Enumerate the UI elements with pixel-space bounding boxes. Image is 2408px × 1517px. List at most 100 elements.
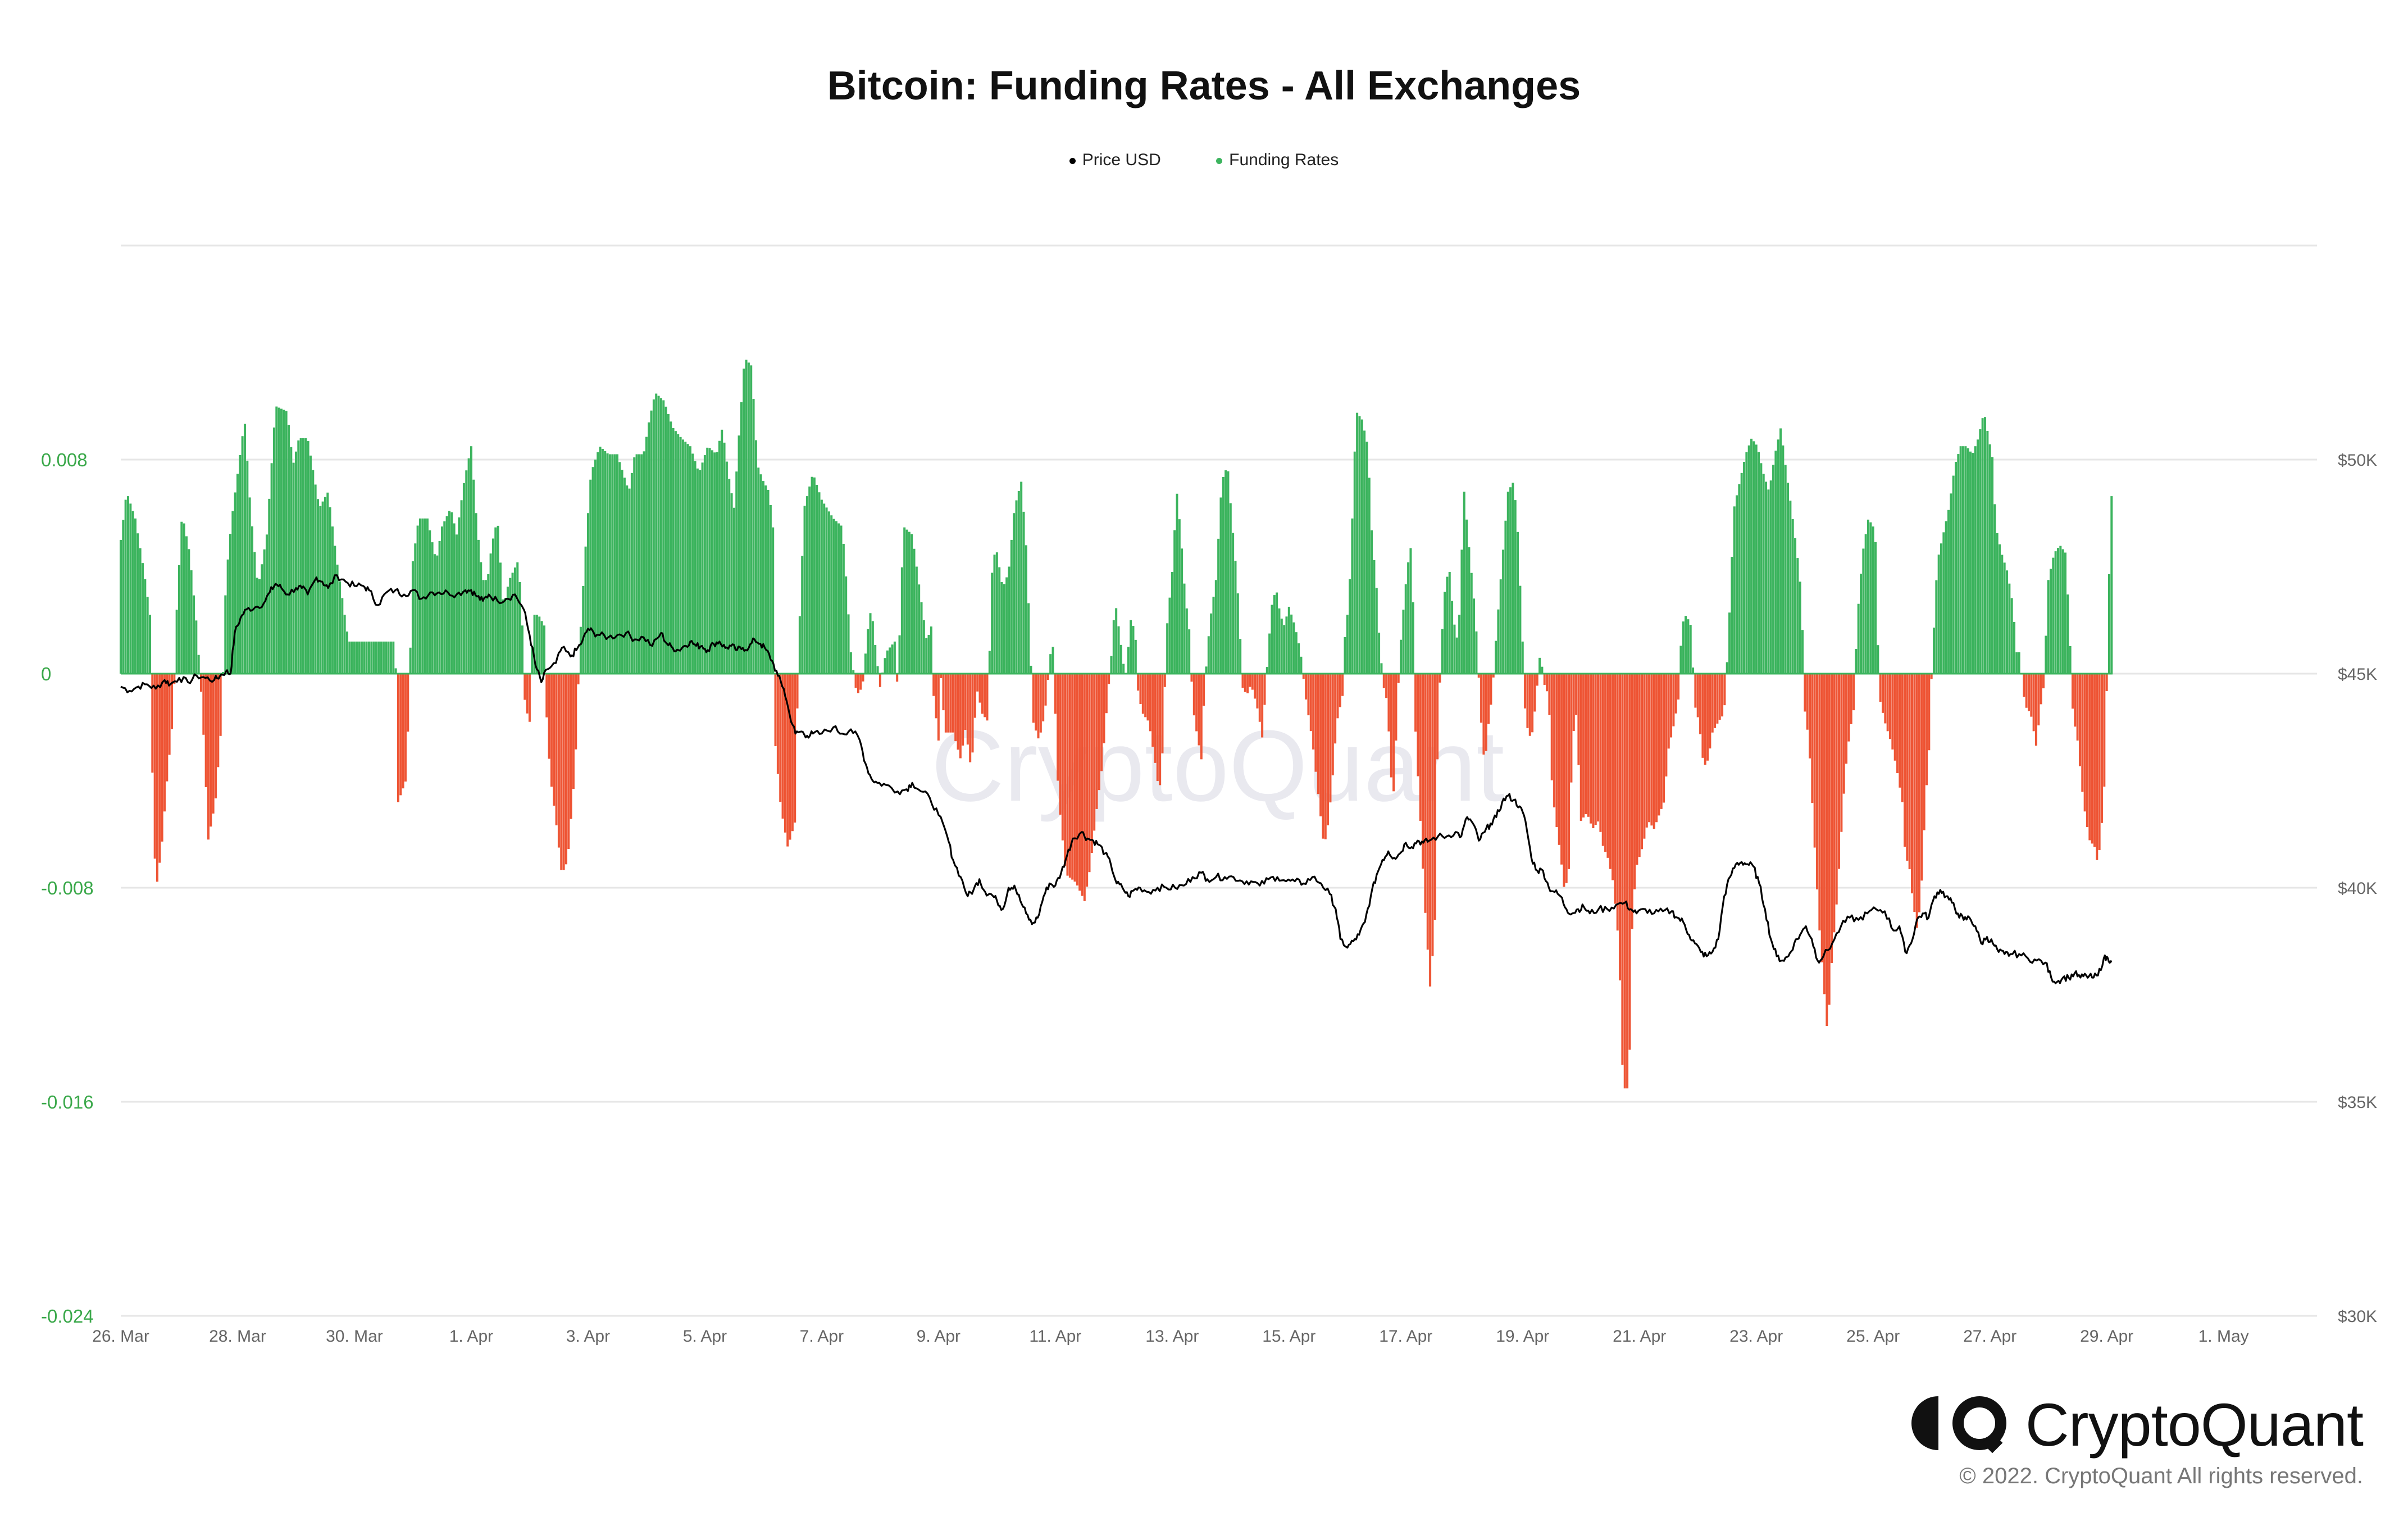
funding-rate-bar [832, 519, 835, 674]
funding-rate-bar [2047, 580, 2050, 674]
funding-rate-bars[interactable] [120, 360, 2113, 1089]
funding-rate-bar [197, 655, 200, 674]
funding-rate-bar [180, 521, 183, 674]
funding-rate-bar [862, 674, 864, 682]
funding-rate-bar [1587, 674, 1590, 817]
funding-rate-bar [411, 561, 414, 674]
legend-item-funding[interactable]: Funding Rates [1216, 151, 1339, 170]
funding-rate-bar [1721, 674, 1724, 717]
funding-rate-bar [538, 616, 541, 674]
funding-rate-bar [460, 500, 463, 674]
funding-rate-bar [735, 471, 738, 674]
funding-rate-bar [1122, 664, 1125, 674]
funding-rate-bar [1336, 674, 1339, 719]
funding-rate-bar [350, 641, 353, 674]
funding-dot-icon [1216, 157, 1223, 164]
funding-rate-bar [1791, 519, 1794, 674]
funding-rate-bar [1108, 674, 1110, 684]
x-tick-label: 17. Apr [1379, 1327, 1432, 1346]
funding-rate-bar [127, 496, 129, 674]
funding-rate-bar [608, 454, 611, 674]
funding-rate-bar [1349, 579, 1351, 674]
legend-item-price[interactable]: Price USD [1069, 151, 1161, 170]
funding-rate-bar [153, 674, 156, 859]
funding-rate-bar [1650, 674, 1653, 826]
funding-rate-bar [811, 476, 813, 674]
funding-rate-bar [1658, 674, 1660, 816]
funding-rate-bar [864, 653, 867, 674]
funding-rate-bar [555, 674, 558, 825]
y-left-tick-label: -0.016 [41, 1092, 94, 1112]
funding-rate-bar [1458, 615, 1461, 674]
funding-rate-bar [613, 454, 616, 674]
funding-rate-bar [1422, 674, 1424, 869]
y-right-tick-label: $50K [2338, 451, 2377, 470]
funding-rate-bar [1714, 674, 1717, 728]
funding-rate-bar [397, 674, 399, 802]
funding-rate-bar [1701, 674, 1704, 758]
funding-rate-bar [825, 507, 828, 674]
funding-rate-bar [343, 615, 346, 674]
funding-rate-bar [1185, 608, 1188, 674]
funding-rate-bar [911, 534, 913, 674]
funding-rate-bar [1093, 674, 1096, 831]
funding-rate-bar [725, 461, 728, 674]
funding-rate-bar [438, 541, 441, 674]
funding-rate-bar [847, 614, 850, 674]
funding-rate-bar [365, 641, 368, 674]
funding-rate-bar [1984, 417, 1986, 674]
funding-rate-bar [385, 641, 388, 674]
funding-rate-bar [2098, 674, 2101, 850]
funding-rate-bar [1149, 674, 1151, 732]
funding-rate-bar [835, 521, 837, 674]
funding-rate-bar [1940, 543, 1942, 674]
funding-rate-bar [1168, 597, 1171, 674]
funding-rate-bar [440, 526, 443, 674]
funding-rate-bar [1762, 474, 1765, 674]
funding-rate-bar [808, 486, 811, 674]
funding-rate-bar [1913, 674, 1916, 912]
y-right-tick-label: $40K [2338, 879, 2377, 898]
funding-rate-bar [769, 505, 772, 674]
funding-rate-bar [431, 542, 434, 674]
funding-rate-bar [1159, 674, 1162, 785]
funding-rate-bar [309, 455, 312, 674]
funding-rate-bar [645, 437, 648, 674]
funding-rate-bar [1570, 674, 1573, 783]
funding-rate-bar [1088, 674, 1091, 873]
funding-rate-bar [263, 549, 266, 674]
funding-rate-bar [745, 360, 748, 674]
funding-rate-bar [1568, 674, 1571, 869]
funding-rate-bar [1512, 483, 1514, 674]
funding-rate-bar [1947, 510, 1950, 674]
funding-rate-bar [1879, 674, 1882, 702]
funding-rate-bar [577, 674, 580, 685]
funding-rate-bar [1171, 572, 1173, 674]
funding-rate-bar [786, 674, 789, 847]
funding-rate-bar [1098, 674, 1100, 791]
funding-rate-bar [1249, 674, 1251, 687]
funding-rate-bar [418, 518, 421, 674]
funding-rate-bar [1115, 608, 1118, 674]
funding-rate-bar [1857, 603, 1860, 674]
funding-rate-bar [1804, 674, 1806, 712]
funding-rate-bar [1356, 412, 1359, 674]
funding-rate-bar [2069, 646, 2072, 674]
funding-rate-bar [243, 424, 246, 674]
funding-rate-bar [1612, 674, 1614, 880]
funding-rate-bar [1886, 674, 1889, 732]
funding-rate-bar [1176, 493, 1178, 674]
funding-rate-bar [798, 616, 801, 674]
funding-rate-bar [852, 670, 855, 674]
funding-rate-bar [1285, 616, 1288, 674]
funding-rate-bar [1619, 674, 1622, 980]
funding-rate-bar [1747, 445, 1750, 674]
funding-rate-bar [940, 674, 943, 678]
funding-rate-bar [679, 437, 682, 674]
funding-rate-bar [991, 573, 994, 674]
funding-rate-bar [149, 615, 151, 674]
funding-rate-bar [475, 513, 477, 674]
funding-rate-bar [1302, 674, 1305, 679]
funding-rate-bar [969, 674, 972, 762]
